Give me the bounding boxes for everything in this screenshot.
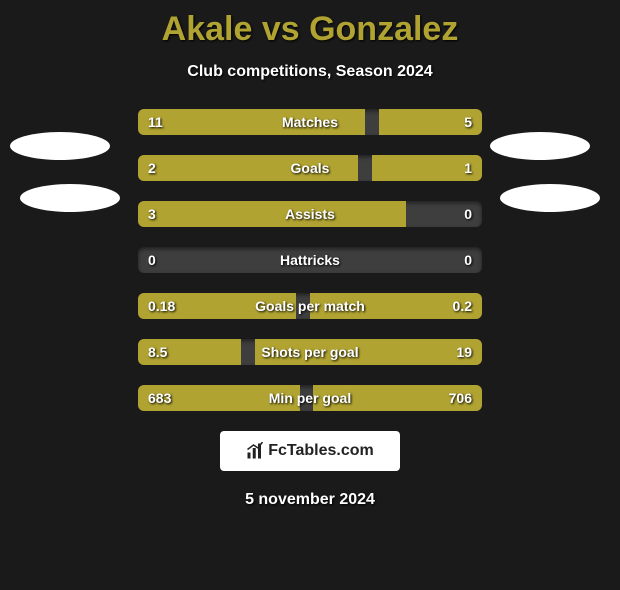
stat-value-right: 19 [456, 339, 472, 365]
stat-row: 3Assists0 [138, 201, 482, 227]
stat-label: Assists [138, 201, 482, 227]
stat-value-right: 0.2 [453, 293, 472, 319]
decor-ellipse [20, 184, 120, 212]
stat-value-right: 1 [464, 155, 472, 181]
stat-label: Shots per goal [138, 339, 482, 365]
stat-value-right: 5 [464, 109, 472, 135]
stats-container: 11Matches52Goals13Assists00Hattricks00.1… [138, 109, 482, 411]
decor-ellipse [490, 132, 590, 160]
stat-row: 0Hattricks0 [138, 247, 482, 273]
stat-value-right: 0 [464, 247, 472, 273]
stat-label: Goals per match [138, 293, 482, 319]
stat-label: Goals [138, 155, 482, 181]
stat-row: 2Goals1 [138, 155, 482, 181]
stat-label: Hattricks [138, 247, 482, 273]
stat-row: 683Min per goal706 [138, 385, 482, 411]
bar-chart-icon [246, 442, 264, 460]
stat-row: 0.18Goals per match0.2 [138, 293, 482, 319]
stat-row: 11Matches5 [138, 109, 482, 135]
subtitle: Club competitions, Season 2024 [0, 63, 620, 81]
stat-value-right: 706 [449, 385, 472, 411]
brand-logo: FcTables.com [220, 431, 400, 471]
stat-value-right: 0 [464, 201, 472, 227]
decor-ellipse [10, 132, 110, 160]
stat-label: Matches [138, 109, 482, 135]
comparison-title: Akale vs Gonzalez [0, 10, 620, 49]
decor-ellipse [500, 184, 600, 212]
stat-row: 8.5Shots per goal19 [138, 339, 482, 365]
brand-text: FcTables.com [268, 442, 374, 460]
date-text: 5 november 2024 [0, 491, 620, 509]
stat-label: Min per goal [138, 385, 482, 411]
